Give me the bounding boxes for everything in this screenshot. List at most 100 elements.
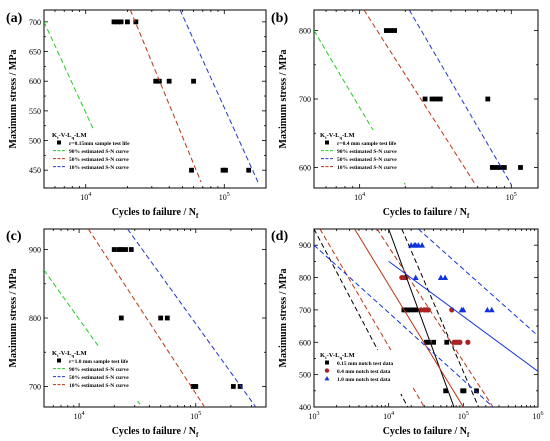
data-point <box>461 388 467 394</box>
data-point <box>189 167 194 173</box>
x-tick-label: 105 <box>190 411 201 421</box>
x-tick-exp: 5 <box>227 192 230 198</box>
x-tick-base: 10 <box>383 412 391 421</box>
x-tick-label: 104 <box>354 192 365 202</box>
legend-title-part: t <box>325 135 327 140</box>
data-point <box>392 28 397 33</box>
data-point <box>166 78 172 84</box>
y-tick-label: 400 <box>299 403 311 412</box>
series-line <box>418 229 538 337</box>
legend-box <box>318 130 418 183</box>
data-point <box>408 307 414 313</box>
plot-area <box>314 10 523 185</box>
legend-title-part: -V-L <box>59 350 73 357</box>
legend-label: 50% estimated S-N curve <box>69 157 129 163</box>
data-point <box>443 388 449 394</box>
y-tick-label: 800 <box>299 274 311 283</box>
x-tick-exp: 3 <box>317 411 320 417</box>
data-point <box>193 384 199 389</box>
data-point <box>111 247 117 252</box>
x-axis-label: Cycles to failure / Nf <box>383 426 470 439</box>
data-point <box>115 19 121 25</box>
legend-title-part: t <box>57 135 59 140</box>
data-point <box>133 19 139 25</box>
data-point <box>437 96 443 102</box>
legend-title: Kt-V-Lq-LM <box>320 352 355 360</box>
legend-title-part: t <box>325 355 327 360</box>
legend-title-part: q <box>339 135 342 140</box>
y-tick-label: 550 <box>29 107 41 116</box>
panel-label: (d) <box>271 229 288 244</box>
series-line <box>388 229 455 407</box>
y-tick-label: 900 <box>29 246 41 255</box>
data-point <box>388 28 394 33</box>
data-point <box>118 247 124 252</box>
data-point <box>518 165 523 170</box>
data-point <box>158 315 164 321</box>
x-axis-label-sub: f <box>196 431 199 439</box>
y-tick-label: 600 <box>299 163 311 172</box>
legend-title-part: -LM <box>74 350 87 357</box>
data-point <box>422 96 428 102</box>
data-point <box>442 274 449 280</box>
x-tick-label: 105 <box>458 411 469 421</box>
y-axis-label: Maximum stress / MPa <box>278 50 289 149</box>
x-tick-base: 10 <box>506 193 514 202</box>
y-tick-label: 800 <box>29 314 41 323</box>
x-tick-exp: 6 <box>541 411 544 417</box>
x-tick-label: 104 <box>383 411 394 421</box>
legend-label: 10% estimated S-N curve <box>69 383 129 389</box>
series-line <box>408 10 512 185</box>
data-point <box>413 307 419 313</box>
legend-title-part: K <box>52 132 57 139</box>
data-point <box>191 78 196 84</box>
legend-box <box>318 350 413 394</box>
data-point <box>484 306 491 313</box>
legend-label: 50% estimated S-N curve <box>337 157 397 163</box>
data-point <box>230 384 236 389</box>
data-point <box>425 339 431 345</box>
legend-label: 0.15 mm notch test data <box>337 361 393 367</box>
data-point <box>474 388 479 394</box>
x-tick-exp: 5 <box>466 411 469 417</box>
x-tick-base: 10 <box>354 193 362 202</box>
x-tick-exp: 4 <box>391 411 394 417</box>
data-point <box>489 165 495 170</box>
legend-box <box>50 130 150 183</box>
legend-label: 1.0 mm notch test data <box>337 377 391 383</box>
legend-title-part: -LM <box>74 132 87 139</box>
x-tick-base: 10 <box>309 412 317 421</box>
y-tick-label: 500 <box>29 137 41 146</box>
data-point <box>419 242 426 248</box>
x-axis-label: Cycles to failure / Nf <box>112 207 199 220</box>
data-point <box>405 307 411 313</box>
data-point <box>164 315 170 321</box>
legend-title-part: q <box>339 355 342 360</box>
data-point <box>125 19 130 25</box>
x-tick-label: 106 <box>533 411 544 421</box>
x-tick-label: 104 <box>74 411 85 421</box>
series-line <box>179 10 259 183</box>
legend-title-part: -V-L <box>59 132 73 139</box>
x-tick-base: 10 <box>219 193 227 202</box>
data-point <box>488 306 495 313</box>
y-tick-label: 600 <box>29 77 41 86</box>
data-point <box>118 315 124 321</box>
x-tick-exp: 4 <box>88 192 91 198</box>
x-axis-label-main: Cycles to failure / N <box>112 207 197 218</box>
x-axis-label-sub: f <box>467 212 470 220</box>
legend-label: 90% estimated S-N curve <box>69 367 129 373</box>
data-point <box>123 247 128 252</box>
data-point <box>425 307 431 313</box>
legend-label: 10% estimated S-N curve <box>69 165 129 171</box>
y-axis-label: Maximum stress / MPa <box>8 50 19 149</box>
x-axis-label-main: Cycles to failure / N <box>383 426 468 437</box>
data-point <box>485 96 491 102</box>
x-tick-exp: 4 <box>362 192 365 198</box>
